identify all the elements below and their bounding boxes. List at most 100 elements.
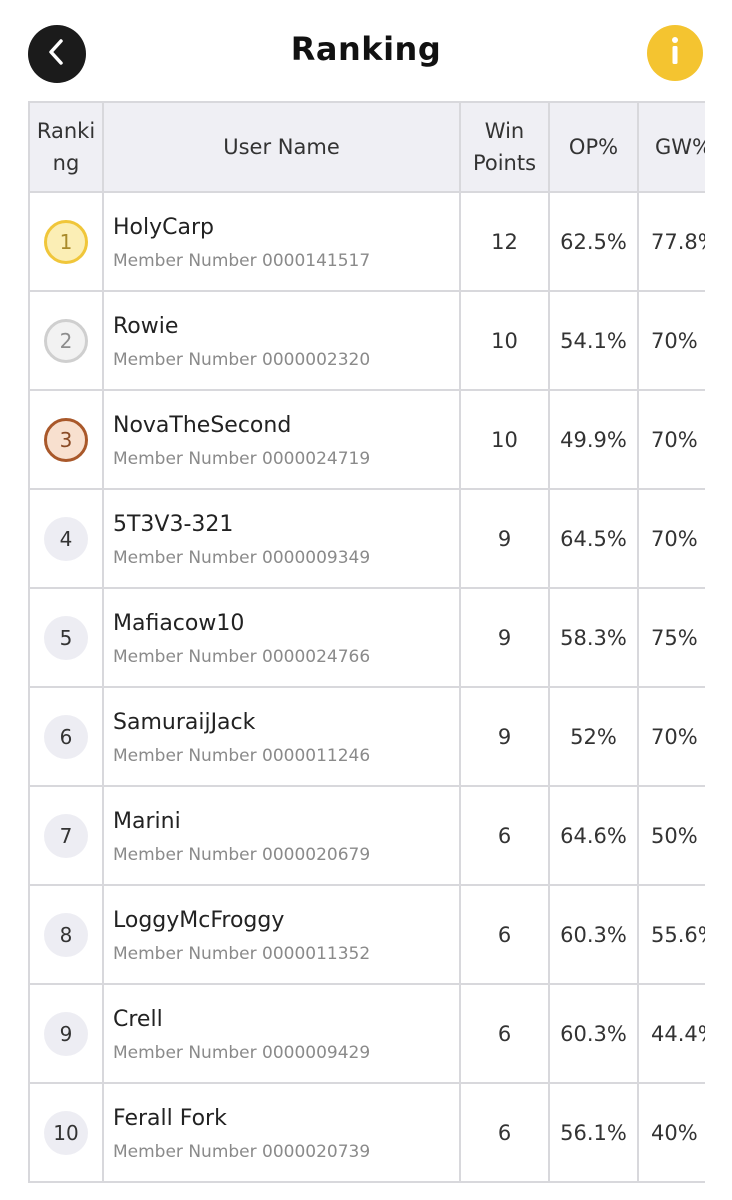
rank-cell: 7: [28, 785, 104, 886]
rank-cell: 6: [28, 686, 104, 787]
user-cell: Crell Member Number 0000009429: [102, 983, 461, 1084]
win-points-cell: 12: [459, 191, 550, 292]
rank-badge: 7: [44, 813, 88, 858]
member-number: Member Number 0000009429: [113, 1042, 371, 1063]
ranking-table-scroll[interactable]: Ranki ng User Name Win Points OP% GW% 1H…: [28, 101, 705, 1200]
player-name: Ferall Fork: [113, 1105, 227, 1131]
player-name: 5T3V3-321: [113, 511, 234, 537]
back-button[interactable]: [28, 25, 86, 83]
user-cell: Marini Member Number 0000020679: [102, 785, 461, 886]
rank-badge: 5: [44, 615, 88, 660]
column-header-op-percent: OP%: [548, 101, 639, 193]
table-row[interactable]: 1 HolyCarp Member Number 0000141517 12 62.5%…: [28, 191, 705, 292]
player-name: Marini: [113, 808, 181, 834]
member-number: Member Number 0000011246: [113, 745, 371, 766]
user-cell: 5T3V3-321 Member Number 0000009349: [102, 488, 461, 589]
ranking-table: Ranki ng User Name Win Points OP% GW% 1H…: [28, 101, 705, 1183]
rank-badge: 3: [44, 417, 88, 462]
member-number: Member Number 0000024719: [113, 448, 371, 469]
gw-percent-cell: 77.8%: [637, 191, 705, 292]
player-name: NovaTheSecond: [113, 412, 292, 438]
user-cell: Rowie Member Number 0000002320: [102, 290, 461, 391]
member-number: Member Number 0000009349: [113, 547, 371, 568]
op-percent-cell: 54.1%: [548, 290, 639, 391]
op-percent-cell: 60.3%: [548, 884, 639, 985]
rank-cell: 3: [28, 389, 104, 490]
op-percent-cell: 62.5%: [548, 191, 639, 292]
player-name: Rowie: [113, 313, 179, 339]
win-points-cell: 6: [459, 884, 550, 985]
user-cell: LoggyMcFroggy Member Number 0000011352: [102, 884, 461, 985]
table-row[interactable]: 10 Ferall Fork Member Number 0000020739 6 56…: [28, 1082, 705, 1183]
op-percent-cell: 60.3%: [548, 983, 639, 1084]
win-points-cell: 10: [459, 389, 550, 490]
gw-percent-cell: 70%: [637, 686, 705, 787]
table-header-row: Ranki ng User Name Win Points OP% GW%: [28, 101, 705, 193]
player-name: Crell: [113, 1006, 163, 1032]
table-row[interactable]: 8 LoggyMcFroggy Member Number 0000011352 6 6…: [28, 884, 705, 985]
user-cell: SamuraijJack Member Number 0000011246: [102, 686, 461, 787]
op-percent-cell: 58.3%: [548, 587, 639, 688]
rank-badge: 4: [44, 516, 88, 561]
rank-cell: 9: [28, 983, 104, 1084]
win-points-cell: 9: [459, 587, 550, 688]
gw-percent-cell: 70%: [637, 488, 705, 589]
win-points-cell: 9: [459, 488, 550, 589]
win-points-cell: 9: [459, 686, 550, 787]
table-row[interactable]: 5 Mafiacow10 Member Number 0000024766 9 58.3…: [28, 587, 705, 688]
column-header-user-name: User Name: [102, 101, 461, 193]
gw-percent-cell: 50%: [637, 785, 705, 886]
gw-percent-cell: 75%: [637, 587, 705, 688]
member-number: Member Number 0000020679: [113, 844, 371, 865]
player-name: HolyCarp: [113, 214, 214, 240]
table-row[interactable]: 4 5T3V3-321 Member Number 0000009349 9 64.5%…: [28, 488, 705, 589]
player-name: SamuraijJack: [113, 709, 256, 735]
rank-cell: 5: [28, 587, 104, 688]
rank-badge: 2: [44, 318, 88, 363]
op-percent-cell: 64.5%: [548, 488, 639, 589]
op-percent-cell: 52%: [548, 686, 639, 787]
member-number: Member Number 0000011352: [113, 943, 371, 964]
player-name: Mafiacow10: [113, 610, 245, 636]
member-number: Member Number 0000024766: [113, 646, 371, 667]
user-cell: Mafiacow10 Member Number 0000024766: [102, 587, 461, 688]
table-row[interactable]: 3 NovaTheSecond Member Number 0000024719 10…: [28, 389, 705, 490]
user-cell: HolyCarp Member Number 0000141517: [102, 191, 461, 292]
gw-percent-cell: 40%: [637, 1082, 705, 1183]
op-percent-cell: 56.1%: [548, 1082, 639, 1183]
rank-cell: 8: [28, 884, 104, 985]
column-header-win-points: Win Points: [459, 101, 550, 193]
member-number: Member Number 0000002320: [113, 349, 371, 370]
rank-badge: 6: [44, 714, 88, 759]
user-cell: NovaTheSecond Member Number 0000024719: [102, 389, 461, 490]
rank-badge: 1: [44, 219, 88, 264]
rank-cell: 2: [28, 290, 104, 391]
win-points-cell: 10: [459, 290, 550, 391]
win-points-cell: 6: [459, 983, 550, 1084]
rank-badge: 8: [44, 912, 88, 957]
page-title: Ranking: [290, 30, 442, 68]
gw-percent-cell: 70%: [637, 290, 705, 391]
table-row[interactable]: 6 SamuraijJack Member Number 0000011246 9 52…: [28, 686, 705, 787]
op-percent-cell: 64.6%: [548, 785, 639, 886]
win-points-cell: 6: [459, 1082, 550, 1183]
table-row[interactable]: 7 Marini Member Number 0000020679 6 64.6% 50%: [28, 785, 705, 886]
rank-cell: 4: [28, 488, 104, 589]
gw-percent-cell: 70%: [637, 389, 705, 490]
gw-percent-cell: 55.6%: [637, 884, 705, 985]
rank-badge: 10: [44, 1110, 88, 1155]
info-button[interactable]: [647, 25, 703, 81]
member-number: Member Number 0000141517: [113, 250, 371, 271]
chevron-left-icon: [44, 37, 70, 71]
win-points-cell: 6: [459, 785, 550, 886]
gw-percent-cell: 44.4%: [637, 983, 705, 1084]
info-icon: [665, 34, 685, 72]
member-number: Member Number 0000020739: [113, 1141, 371, 1162]
table-row[interactable]: 2 Rowie Member Number 0000002320 10 54.1% 70%: [28, 290, 705, 391]
table-row[interactable]: 9 Crell Member Number 0000009429 6 60.3% 44.4…: [28, 983, 705, 1084]
op-percent-cell: 49.9%: [548, 389, 639, 490]
rank-badge: 9: [44, 1011, 88, 1056]
rank-cell: 10: [28, 1082, 104, 1183]
column-header-ranking: Ranki ng: [28, 101, 104, 193]
user-cell: Ferall Fork Member Number 0000020739: [102, 1082, 461, 1183]
